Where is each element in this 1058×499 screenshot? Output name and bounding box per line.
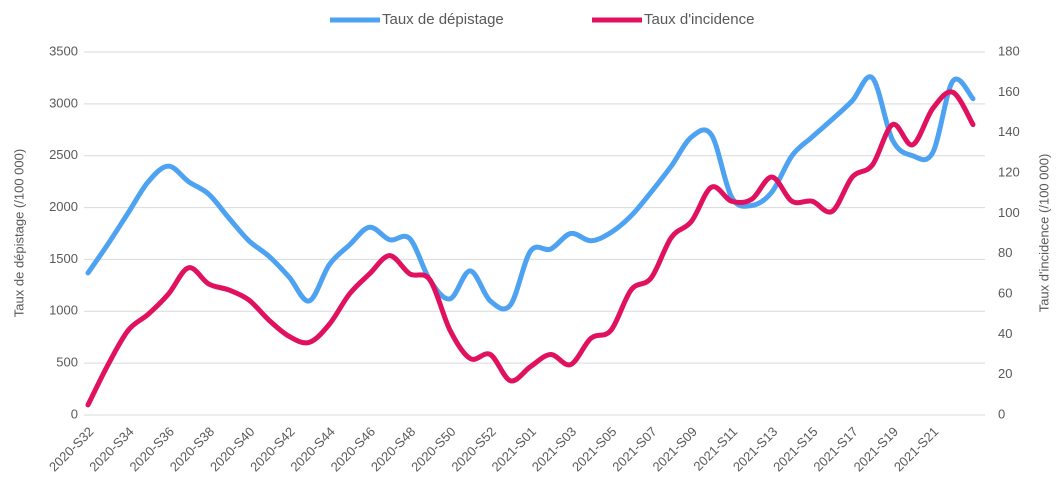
y-tick-label: 3500 [49,43,78,58]
y2-tick-label: 80 [998,245,1012,260]
x-tick-label: 2021-S09 [649,424,699,474]
y-tick-label: 0 [71,406,78,421]
y2-tick-label: 60 [998,285,1012,300]
x-tick-label: 2021-S21 [891,424,941,474]
y2-tick-label: 20 [998,366,1012,381]
y2-tick-label: 140 [998,124,1020,139]
legend-label: Taux d'incidence [644,11,754,28]
y2-tick-label: 120 [998,164,1020,179]
y2-tick-label: 0 [998,406,1005,421]
y-tick-label: 1500 [49,251,78,266]
line-series [85,89,976,408]
y-tick-label: 3000 [49,95,78,110]
y-tick-label: 2500 [49,147,78,162]
y-axis-title: Taux de dépistage (/100 000) [11,149,26,317]
y2-tick-label: 100 [998,205,1020,220]
line-series [85,74,976,312]
y-tick-label: 500 [56,355,78,370]
y2-tick-label: 160 [998,84,1020,99]
legend-label: Taux de dépistage [382,11,504,28]
y-tick-label: 2000 [49,199,78,214]
y2-tick-label: 180 [998,43,1020,58]
y-tick-label: 1000 [49,303,78,318]
y2-tick-label: 40 [998,326,1012,341]
y2-axis-title: Taux d'incidence (/100 000) [1036,154,1051,313]
